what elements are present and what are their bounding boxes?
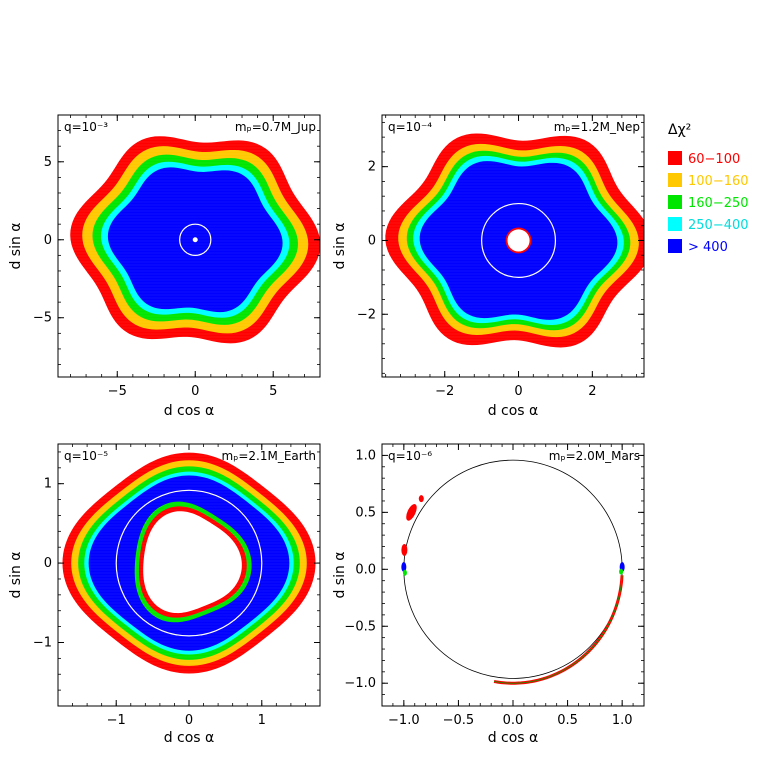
legend-swatch-gt400	[668, 239, 682, 253]
x-tick-label: 5	[269, 384, 277, 399]
panel-1-ylabel: d sin α	[8, 222, 24, 269]
y-tick-label: −1	[33, 635, 52, 650]
panel-2-ticks: −2 0 2 −2 0 2	[357, 115, 644, 399]
einstein-ring	[179, 223, 212, 256]
inner-hole	[507, 229, 530, 252]
x-tick-label: −5	[108, 384, 127, 399]
y-tick-label: −2	[357, 307, 376, 322]
y-tick-label: −0.5	[344, 619, 376, 634]
panel-4-ticks: −1.0 −0.5 0.0 0.5 1.0 −1.0 −0.5 0.0 0.5 1.0	[344, 443, 645, 728]
panel-q1e-6: −1.0 −0.5 0.0 0.5 1.0 −1.0 −0.5 0.0 0.5 1.0 q=10⁻…	[332, 443, 645, 746]
panel-q1e-3: −5 0 5 −5 0 5 q=10⁻³ mₚ=0.7M_Jup d cos α d si…	[8, 114, 321, 419]
panel-3-ticks: −1 0 1 −1 0 1	[33, 444, 321, 728]
y-tick-label: 2	[368, 160, 376, 175]
legend-swatch-250-400	[668, 217, 682, 231]
plot-area	[58, 444, 320, 706]
red-blob-small	[418, 495, 424, 503]
red-arc	[493, 575, 624, 685]
green-blob-left	[402, 569, 407, 576]
panel-4-ylabel: d sin α	[332, 551, 348, 598]
legend-swatch-100-160	[668, 173, 682, 187]
legend-label-60-100: 60−100	[688, 152, 740, 167]
legend: Δχ² 60−100 100−160 160−250 250−400 > 400	[668, 122, 749, 255]
y-tick-label: 0	[44, 233, 52, 248]
panel-1-mass-label: mₚ=0.7M_Jup	[235, 120, 316, 134]
panel-1-frame	[57, 114, 321, 378]
panel-2-ylabel: d sin α	[332, 222, 348, 269]
panel-1-xlabel: d cos α	[164, 403, 215, 419]
y-tick-label: 1	[44, 477, 52, 492]
y-tick-label: 5	[44, 155, 52, 170]
legend-swatch-60-100	[668, 151, 682, 165]
panel-q1e-5: −1 0 1 −1 0 1 q=10⁻⁵ mₚ=2.1M_Earth d cos α d …	[8, 443, 321, 746]
panel-3-ylabel: d sin α	[8, 551, 24, 598]
panel-2-frame	[381, 114, 645, 378]
y-tick-label: 1.0	[355, 448, 376, 463]
x-tick-label: 1	[258, 713, 266, 728]
x-tick-label: 1.0	[612, 713, 633, 728]
panel-1-ticks: −5 0 5 −5 0 5	[33, 114, 321, 399]
panel-2-q-label: q=10⁻⁴	[388, 120, 432, 134]
red-blob-left	[401, 543, 408, 556]
y-tick-label: −1.0	[344, 676, 376, 691]
panel-3-q-label: q=10⁻⁵	[64, 449, 108, 463]
red-blob-upper	[406, 504, 417, 521]
plot-area	[382, 115, 644, 377]
y-tick-label: 0	[44, 556, 52, 571]
legend-swatch-160-250	[668, 195, 682, 209]
einstein-ring	[115, 489, 263, 637]
y-tick-label: 0.5	[355, 505, 376, 520]
panel-2-xlabel: d cos α	[488, 403, 539, 419]
x-tick-label: −0.5	[443, 713, 475, 728]
panel-1-plot	[58, 115, 320, 377]
x-tick-label: 0	[185, 713, 193, 728]
panel-2-plot	[382, 115, 644, 377]
panel-3-plot	[58, 444, 320, 706]
y-tick-label: 0.0	[355, 562, 376, 577]
panel-4-mass-label: mₚ=2.0M_Mars	[549, 449, 640, 463]
center-dot	[192, 237, 198, 243]
panel-4-plot	[401, 459, 625, 685]
panel-4-q-label: q=10⁻⁶	[388, 449, 432, 463]
legend-label-160-250: 160−250	[688, 196, 749, 211]
x-tick-label: 0	[514, 384, 522, 399]
plot-area	[58, 115, 320, 377]
panel-q1e-4: −2 0 2 −2 0 2 q=10⁻⁴ mₚ=1.2M_Nep d cos α d si…	[332, 114, 645, 419]
blue-blob-left	[401, 562, 407, 573]
x-tick-label: 2	[588, 384, 596, 399]
x-tick-label: 0.5	[557, 713, 578, 728]
panel-3-xlabel: d cos α	[164, 730, 215, 746]
legend-label-100-160: 100−160	[688, 174, 749, 189]
einstein-ring	[403, 459, 623, 679]
panel-4-frame	[381, 443, 645, 707]
plot-area	[401, 459, 625, 685]
y-tick-label: −5	[33, 311, 52, 326]
inner-hole	[143, 511, 242, 614]
legend-title: Δχ²	[668, 122, 691, 138]
panel-4-xlabel: d cos α	[488, 730, 539, 746]
panel-3-mass-label: mₚ=2.1M_Earth	[222, 449, 317, 463]
panel-1-q-label: q=10⁻³	[64, 120, 108, 134]
x-tick-label: −1.0	[388, 713, 420, 728]
einstein-ring	[481, 202, 557, 278]
x-tick-label: −2	[435, 384, 454, 399]
legend-label-gt400: > 400	[688, 240, 728, 255]
green-blob-right	[619, 568, 624, 575]
legend-label-250-400: 250−400	[688, 218, 749, 233]
x-tick-label: −1	[107, 713, 126, 728]
panel-2-mass-label: mₚ=1.2M_Nep	[554, 120, 640, 134]
y-tick-label: 0	[368, 233, 376, 248]
green-arc	[493, 575, 623, 684]
x-tick-label: 0.0	[503, 713, 524, 728]
x-tick-label: 0	[191, 384, 199, 399]
